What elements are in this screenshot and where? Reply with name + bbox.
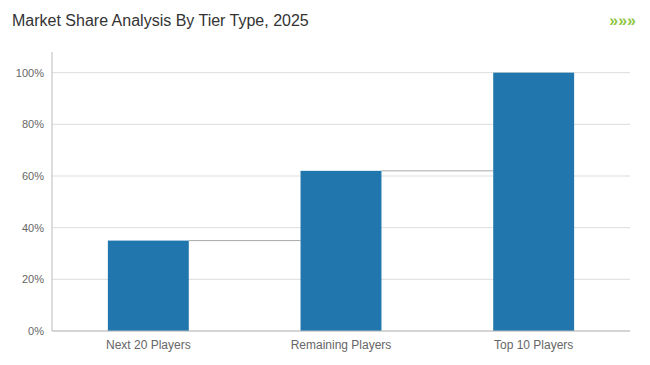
y-tick-label: 0% [28,325,44,337]
bar [493,73,574,331]
y-tick-label: 40% [22,222,44,234]
y-axis: 0% 20% 40% 60% 80% 100% [16,52,630,337]
y-tick-label: 100% [16,67,44,79]
bar [108,241,189,331]
y-tick-label: 80% [22,118,44,130]
x-tick-label: Next 20 Players [106,338,191,352]
x-tick-label: Remaining Players [291,338,392,352]
chart-container: Market Share Analysis By Tier Type, 2025… [0,0,650,365]
connector [381,170,493,171]
connector [189,240,301,241]
annotation: »»» [609,12,636,29]
plot-area [108,73,574,331]
grid-line [52,331,630,332]
bar [301,171,382,331]
y-axis-line [52,52,53,331]
y-tick-label: 20% [22,273,44,285]
x-axis: Next 20 Players Remaining Players Top 10 P… [52,331,630,352]
y-tick-label: 60% [22,170,44,182]
title: Market Share Analysis By Tier Type, 2025 [12,12,309,29]
chart-svg: Market Share Analysis By Tier Type, 2025… [0,0,650,365]
x-axis-line [52,331,630,332]
x-tick-label: Top 10 Players [494,338,573,352]
